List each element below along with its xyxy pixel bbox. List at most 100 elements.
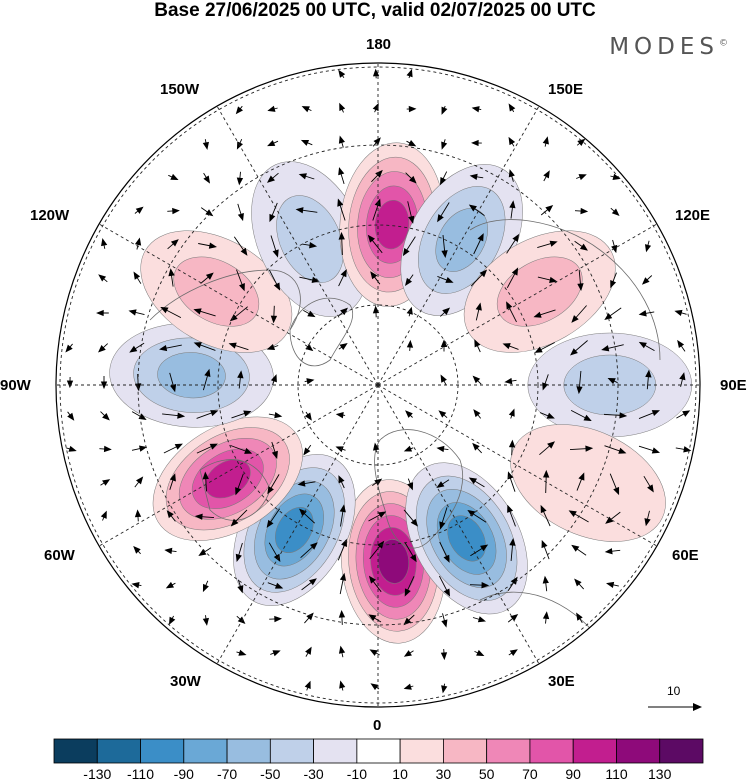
wind-vector-head [237, 616, 246, 624]
reference-vector-head [693, 703, 702, 711]
wind-vector-head [98, 344, 106, 353]
wind-vector-head [610, 280, 617, 289]
wind-vector-head [339, 504, 346, 513]
wind-vector-head [203, 175, 211, 184]
wind-vector-head [441, 685, 448, 694]
wind-vector-head [134, 237, 142, 246]
wind-vector-head [611, 208, 620, 216]
wind-vector-head [373, 442, 380, 451]
wind-vector-head [442, 307, 451, 315]
wind-vector-head [273, 553, 281, 562]
wind-vector-head [368, 575, 377, 584]
wind-vector-head [641, 277, 650, 285]
wind-vector-head [579, 243, 588, 251]
wind-vector-head [534, 346, 543, 353]
wind-vector-head [135, 476, 144, 485]
wind-vector-head [267, 105, 276, 112]
wind-vector-head [297, 480, 306, 487]
wind-vector-head [440, 374, 447, 383]
wind-vector-head [404, 588, 411, 597]
copyright-mark: © [719, 38, 728, 49]
wind-vector-head [405, 277, 412, 286]
wind-vector-head [644, 244, 652, 253]
wind-vector-head [436, 445, 445, 453]
wind-vector-head [542, 575, 549, 584]
colorbar-tick-label: 110 [605, 766, 628, 782]
wind-vector-head [306, 378, 315, 385]
coastline-layer [149, 219, 661, 641]
wind-vector-head [67, 412, 75, 421]
wind-vector-head [339, 343, 348, 351]
wind-vector-head [160, 306, 169, 314]
wind-vector-head [545, 204, 554, 213]
anomaly-contour [510, 424, 666, 542]
wind-vector-head [576, 386, 583, 395]
wind-vector-head [405, 410, 413, 418]
wind-vector-head [378, 511, 387, 518]
wind-vector-head [508, 439, 516, 448]
colorbar-swatch [183, 738, 228, 764]
wind-vector-head [202, 583, 209, 593]
wind-vector-head [193, 308, 202, 315]
wind-vector-head [481, 582, 490, 589]
wind-vector-head [645, 369, 652, 378]
wind-vector-head [270, 374, 277, 383]
wind-vector-head [508, 169, 515, 178]
wind-vector-head [239, 283, 245, 292]
wind-vector-head [436, 481, 445, 488]
wind-vector-head [177, 412, 186, 419]
wind-vector-head [542, 611, 550, 620]
wind-vector-head [440, 652, 448, 661]
colorbar-tick-label: -10 [346, 766, 368, 782]
colorbar-tick-label: -50 [260, 766, 281, 782]
wind-vector-head [601, 345, 610, 352]
wind-vector-head [585, 445, 594, 452]
wind-vector-head [618, 447, 627, 454]
wind-vector-head [473, 409, 481, 418]
wind-vector-head [135, 206, 144, 214]
wind-vector-head [304, 680, 311, 689]
wind-vector-head [543, 469, 550, 478]
colorbar-tick-label: 130 [648, 766, 672, 782]
wind-vector-head [438, 410, 447, 418]
colorbar-swatch [53, 738, 98, 764]
wind-vector-head [131, 582, 140, 589]
wind-vector-head [476, 649, 485, 656]
wind-vector-head [339, 102, 346, 111]
colorbar-tick-label: 30 [435, 766, 452, 782]
wind-vector-head [677, 339, 685, 349]
anomaly-contour [276, 195, 344, 283]
wind-vector-head [583, 414, 592, 422]
wind-vector-head [338, 645, 346, 654]
wind-vector-head [511, 267, 519, 276]
wind-vector-head [549, 240, 558, 247]
wind-vector-head [134, 509, 142, 518]
wind-vector-head [509, 537, 516, 546]
wind-vector-head [338, 475, 345, 484]
colorbar-swatch [96, 738, 141, 764]
wind-vector-head [339, 680, 346, 689]
wind-vector-head [373, 137, 381, 146]
wind-vector-head [372, 305, 380, 314]
wind-vector-head [338, 609, 346, 618]
colorbar-tick-label: 90 [565, 766, 581, 782]
map-border [55, 62, 701, 708]
wind-vector-head [580, 207, 589, 215]
wind-vector-head [679, 372, 686, 381]
wind-vector-head [266, 344, 276, 350]
wind-vector-head [508, 103, 516, 112]
wind-vector-head [607, 378, 616, 385]
wind-vector-head [406, 68, 413, 78]
wind-vector-head [307, 310, 316, 318]
coastline-siberia [469, 219, 661, 361]
wind-vector-head [409, 175, 417, 184]
wind-vector-head [335, 411, 344, 419]
wind-vector-head [568, 510, 577, 518]
wind-vector-head [605, 516, 614, 524]
wind-vector-head [202, 471, 209, 480]
wind-vector-head [102, 413, 110, 421]
colorbar-swatch [226, 738, 271, 764]
wind-vector-head [133, 271, 141, 280]
wind-vector-head [228, 342, 237, 349]
wind-vector-head [475, 302, 482, 311]
